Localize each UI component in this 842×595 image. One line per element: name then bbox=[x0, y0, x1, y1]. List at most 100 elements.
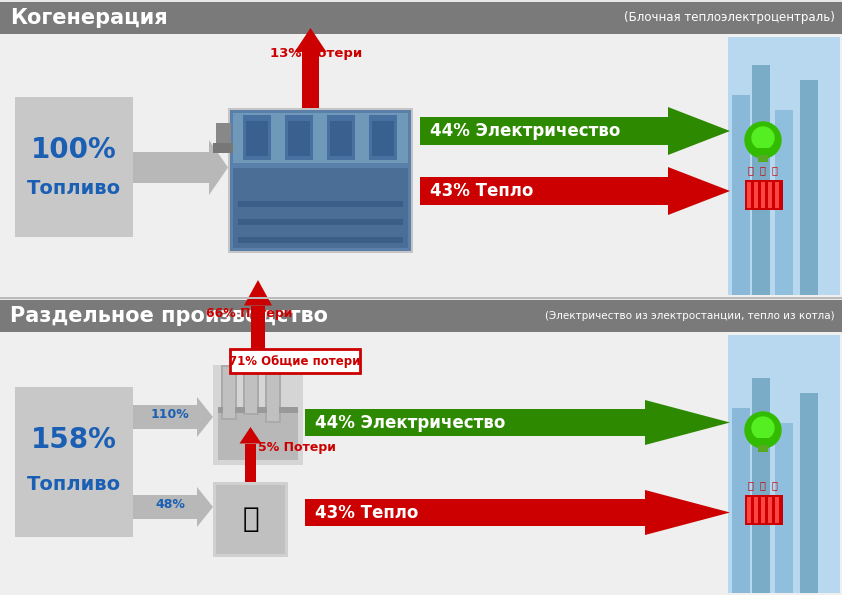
Bar bbox=[233, 113, 408, 163]
Bar bbox=[245, 443, 256, 482]
Bar bbox=[775, 182, 779, 208]
Polygon shape bbox=[645, 490, 730, 535]
Text: 〜: 〜 bbox=[747, 480, 753, 490]
Bar bbox=[758, 155, 768, 162]
Polygon shape bbox=[645, 400, 730, 445]
Bar bbox=[732, 408, 750, 593]
Text: 〜: 〜 bbox=[759, 480, 765, 490]
Bar bbox=[761, 497, 765, 523]
Bar bbox=[756, 438, 770, 446]
Bar bbox=[223, 367, 235, 418]
Polygon shape bbox=[295, 28, 327, 52]
Text: 66% Потери: 66% Потери bbox=[206, 306, 292, 320]
Bar bbox=[302, 52, 319, 108]
Bar bbox=[327, 115, 355, 160]
Bar bbox=[754, 497, 758, 523]
Bar bbox=[800, 80, 818, 295]
Bar bbox=[243, 115, 271, 160]
Bar bbox=[213, 143, 233, 153]
Bar bbox=[133, 496, 197, 519]
Polygon shape bbox=[197, 397, 213, 437]
Bar bbox=[238, 219, 403, 225]
Bar bbox=[228, 108, 413, 253]
Bar bbox=[420, 177, 668, 205]
Bar bbox=[752, 65, 770, 295]
Bar bbox=[285, 115, 313, 160]
Bar bbox=[238, 201, 403, 207]
Polygon shape bbox=[239, 427, 262, 443]
Bar bbox=[756, 148, 770, 156]
Polygon shape bbox=[668, 107, 730, 155]
Bar bbox=[0, 2, 842, 34]
Bar bbox=[305, 409, 645, 436]
Bar bbox=[0, 34, 842, 297]
Bar bbox=[221, 365, 237, 420]
Bar bbox=[216, 485, 285, 554]
Text: Топливо: Топливо bbox=[27, 475, 121, 494]
Bar bbox=[230, 349, 360, 373]
Bar bbox=[265, 365, 281, 423]
Bar bbox=[420, 117, 668, 145]
Bar bbox=[15, 97, 133, 237]
Text: 110%: 110% bbox=[151, 408, 189, 421]
Bar bbox=[747, 182, 751, 208]
Bar bbox=[0, 297, 842, 299]
Bar bbox=[230, 110, 411, 251]
Circle shape bbox=[752, 127, 774, 149]
Bar bbox=[218, 410, 298, 460]
Bar bbox=[728, 335, 840, 593]
Text: 〜: 〜 bbox=[771, 480, 777, 490]
Text: 43% Тепло: 43% Тепло bbox=[315, 503, 418, 521]
Bar bbox=[288, 121, 310, 156]
Bar bbox=[745, 180, 783, 210]
Circle shape bbox=[752, 417, 774, 439]
Circle shape bbox=[745, 412, 781, 448]
Polygon shape bbox=[668, 167, 730, 215]
Bar bbox=[213, 482, 288, 557]
Text: 13% Потери: 13% Потери bbox=[270, 46, 363, 60]
Bar bbox=[267, 367, 279, 421]
Bar bbox=[216, 123, 231, 148]
Bar bbox=[133, 405, 197, 428]
Text: 158%: 158% bbox=[31, 425, 117, 453]
Bar bbox=[732, 95, 750, 295]
Bar bbox=[238, 237, 403, 243]
Text: Топливо: Топливо bbox=[27, 178, 121, 198]
Bar bbox=[243, 365, 259, 415]
Bar bbox=[251, 305, 265, 365]
Bar bbox=[775, 423, 793, 593]
Text: 43% Тепло: 43% Тепло bbox=[430, 182, 533, 200]
Bar bbox=[330, 121, 352, 156]
Text: 48%: 48% bbox=[155, 499, 185, 512]
Text: Раздельное производство: Раздельное производство bbox=[10, 306, 328, 326]
Text: 5% Потери: 5% Потери bbox=[258, 440, 336, 453]
Bar bbox=[761, 182, 765, 208]
Text: 〜: 〜 bbox=[771, 165, 777, 175]
Bar bbox=[218, 407, 298, 413]
Bar bbox=[800, 393, 818, 593]
Bar bbox=[775, 110, 793, 295]
Bar bbox=[752, 378, 770, 593]
Polygon shape bbox=[244, 280, 272, 305]
Bar bbox=[369, 115, 397, 160]
Bar bbox=[213, 365, 303, 465]
Bar bbox=[728, 37, 840, 295]
Bar bbox=[768, 497, 772, 523]
Bar bbox=[15, 387, 133, 537]
Polygon shape bbox=[209, 140, 228, 195]
Text: 44% Электричество: 44% Электричество bbox=[430, 122, 621, 140]
Text: 〜: 〜 bbox=[759, 165, 765, 175]
Bar bbox=[0, 330, 842, 595]
Bar bbox=[775, 497, 779, 523]
Text: 100%: 100% bbox=[31, 136, 117, 164]
Bar bbox=[246, 121, 268, 156]
Bar bbox=[305, 499, 645, 525]
Bar bbox=[747, 497, 751, 523]
Text: (Блочная теплоэлектроцентраль): (Блочная теплоэлектроцентраль) bbox=[624, 11, 835, 24]
Bar bbox=[372, 121, 394, 156]
Circle shape bbox=[745, 122, 781, 158]
Text: 44% Электричество: 44% Электричество bbox=[315, 414, 505, 431]
Text: (Электричество из электростанции, тепло из котла): (Электричество из электростанции, тепло … bbox=[546, 311, 835, 321]
Text: Когенерация: Когенерация bbox=[10, 8, 168, 28]
Bar bbox=[133, 152, 209, 183]
